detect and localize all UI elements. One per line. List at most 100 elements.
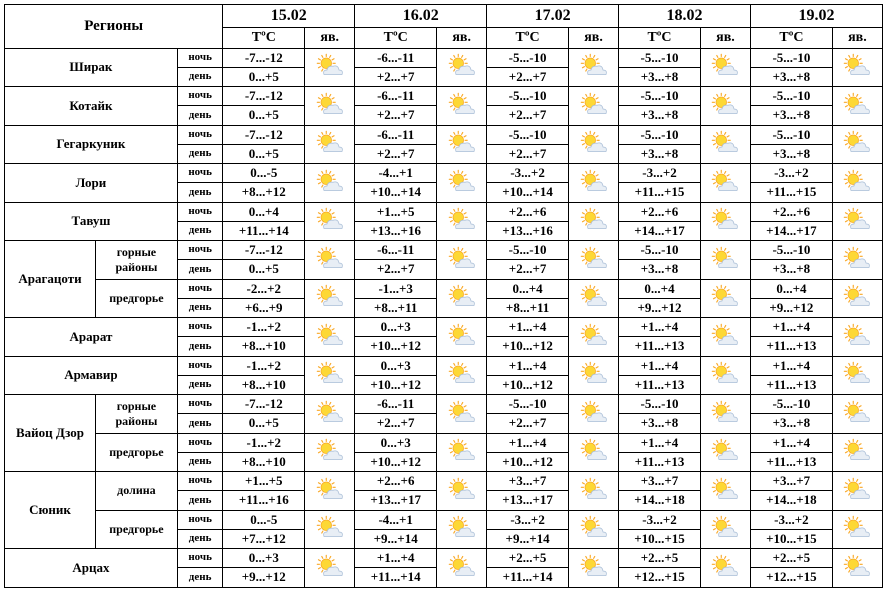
weather-icon-cell — [700, 510, 750, 549]
partly-sunny-icon — [579, 323, 609, 351]
temp-night: -5...-10 — [487, 395, 569, 414]
weather-icon-cell — [305, 433, 355, 472]
region-cell: Котайк — [5, 87, 178, 126]
weather-icon-cell — [569, 202, 619, 241]
weather-icon-cell — [305, 48, 355, 87]
partly-sunny-icon — [710, 361, 740, 389]
temp-night: -5...-10 — [619, 395, 701, 414]
weather-icon-cell — [832, 164, 882, 203]
temp-day: +8...+10 — [223, 337, 305, 356]
temp-night: -7...-12 — [223, 125, 305, 144]
region-cell: Тавуш — [5, 202, 178, 241]
temp-day: +2...+7 — [487, 106, 569, 125]
temp-day: +11...+13 — [750, 337, 832, 356]
temp-night: +3...+7 — [750, 472, 832, 491]
partly-sunny-icon — [710, 400, 740, 428]
partly-sunny-icon — [447, 515, 477, 543]
partly-sunny-icon — [447, 246, 477, 274]
temp-night: 0...+4 — [750, 279, 832, 298]
partly-sunny-icon — [842, 438, 872, 466]
partly-sunny-icon — [447, 53, 477, 81]
weather-icon-cell — [832, 241, 882, 280]
weather-icon-cell — [305, 356, 355, 395]
weather-icon-cell — [437, 87, 487, 126]
partly-sunny-icon — [842, 130, 872, 158]
temp-night: -1...+3 — [355, 279, 437, 298]
temp-day: +11...+13 — [619, 375, 701, 394]
temp-night: +2...+5 — [619, 549, 701, 568]
partly-sunny-icon — [315, 284, 345, 312]
weather-icon-cell — [700, 318, 750, 357]
temp-day: +11...+14 — [355, 568, 437, 587]
weather-icon-cell — [437, 279, 487, 318]
night-label: ночь — [177, 510, 222, 529]
temp-night: +3...+7 — [487, 472, 569, 491]
partly-sunny-icon — [579, 246, 609, 274]
partly-sunny-icon — [579, 515, 609, 543]
temp-night: -5...-10 — [750, 125, 832, 144]
region-cell: Ширак — [5, 48, 178, 87]
partly-sunny-icon — [579, 554, 609, 582]
temp-day: +10...+12 — [355, 337, 437, 356]
night-label: ночь — [177, 356, 222, 375]
temp-day: +13...+16 — [355, 221, 437, 240]
weather-icon-cell — [569, 356, 619, 395]
temp-day: +12...+15 — [619, 568, 701, 587]
temp-night: +2...+6 — [750, 202, 832, 221]
partly-sunny-icon — [710, 207, 740, 235]
temp-night: 0...+4 — [487, 279, 569, 298]
partly-sunny-icon — [710, 477, 740, 505]
temp-day: +2...+7 — [355, 106, 437, 125]
temp-day: +2...+7 — [487, 414, 569, 433]
subregion-cell: предгорье — [95, 510, 177, 549]
day-label: день — [177, 375, 222, 394]
temp-night: -7...-12 — [223, 48, 305, 67]
temp-night: -3...+2 — [619, 164, 701, 183]
partly-sunny-icon — [579, 169, 609, 197]
subregion-cell: горные районы — [95, 241, 177, 280]
temp-night: -6...-11 — [355, 241, 437, 260]
partly-sunny-icon — [447, 400, 477, 428]
weather-icon-cell — [700, 125, 750, 164]
temp-night: +2...+5 — [487, 549, 569, 568]
partly-sunny-icon — [579, 438, 609, 466]
partly-sunny-icon — [315, 323, 345, 351]
day-label: день — [177, 568, 222, 587]
partly-sunny-icon — [710, 169, 740, 197]
temp-day: +3...+8 — [750, 67, 832, 86]
temp-night: -3...+2 — [750, 164, 832, 183]
weather-icon-cell — [569, 48, 619, 87]
weather-icon-cell — [437, 433, 487, 472]
weather-icon-cell — [700, 549, 750, 588]
temp-night: +1...+4 — [487, 433, 569, 452]
partly-sunny-icon — [842, 323, 872, 351]
partly-sunny-icon — [447, 169, 477, 197]
temp-day: +8...+12 — [223, 183, 305, 202]
temp-night: +3...+7 — [619, 472, 701, 491]
partly-sunny-icon — [447, 130, 477, 158]
weather-icon-cell — [437, 510, 487, 549]
temp-night: 0...+4 — [619, 279, 701, 298]
subregion-cell: предгорье — [95, 279, 177, 318]
temp-day: +3...+8 — [750, 260, 832, 279]
partly-sunny-icon — [579, 92, 609, 120]
day-label: день — [177, 337, 222, 356]
weather-icon-cell — [832, 433, 882, 472]
partly-sunny-icon — [447, 361, 477, 389]
temp-header: TºС — [619, 28, 701, 49]
weather-icon-cell — [832, 472, 882, 511]
partly-sunny-icon — [710, 130, 740, 158]
partly-sunny-icon — [710, 284, 740, 312]
temp-day: +2...+7 — [487, 260, 569, 279]
temp-day: +2...+7 — [355, 67, 437, 86]
temp-night: 0...-5 — [223, 164, 305, 183]
partly-sunny-icon — [447, 477, 477, 505]
temp-night: -5...-10 — [487, 48, 569, 67]
weather-icon-cell — [569, 87, 619, 126]
partly-sunny-icon — [447, 92, 477, 120]
day-label: день — [177, 221, 222, 240]
weather-icon-cell — [305, 87, 355, 126]
partly-sunny-icon — [842, 207, 872, 235]
temp-day: +10...+12 — [355, 375, 437, 394]
temp-night: -1...+2 — [223, 433, 305, 452]
